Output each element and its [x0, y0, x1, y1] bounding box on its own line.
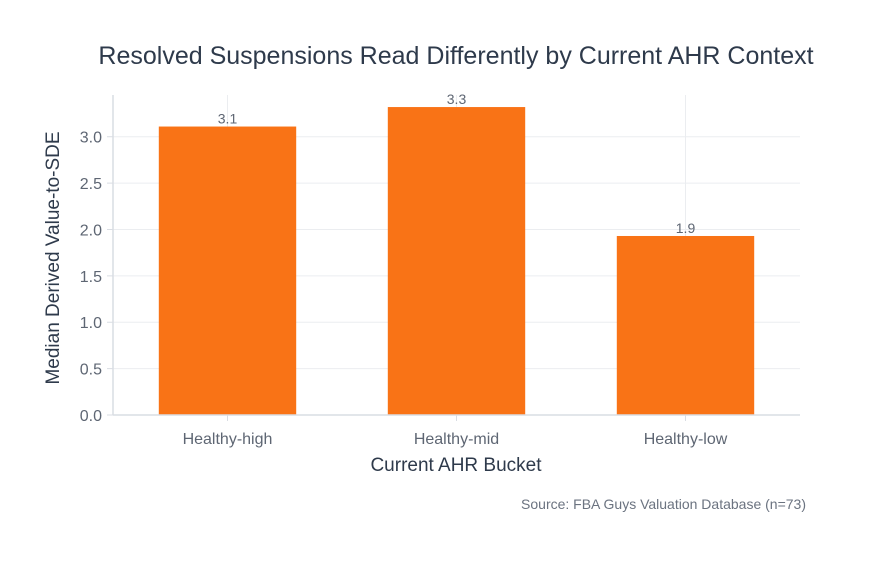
- x-tick-label: Healthy-mid: [414, 431, 499, 448]
- axes: [107, 95, 800, 421]
- x-tick-label: Healthy-low: [644, 431, 728, 448]
- y-tick-label: 1.0: [80, 315, 102, 332]
- y-tick-label: 2.5: [80, 176, 102, 193]
- bar-healthy-low: [616, 235, 755, 415]
- y-tick-label: 1.5: [80, 269, 102, 286]
- y-tick-label: 0.0: [80, 408, 102, 425]
- y-tick-label: 0.5: [80, 362, 102, 379]
- bar-healthy-mid: [387, 107, 526, 415]
- y-axis-title: Median Derived Value-to-SDE: [43, 131, 64, 384]
- bar-value-label: 3.1: [218, 111, 238, 127]
- source-note: Source: FBA Guys Valuation Database (n=7…: [521, 496, 806, 512]
- bar-healthy-high: [158, 126, 297, 416]
- bar-value-label: 3.3: [447, 91, 467, 107]
- y-tick-label: 3.0: [80, 130, 102, 147]
- bar-value-label: 1.9: [676, 220, 696, 236]
- labels: 0.0 0.5 1.0 1.5 2.0 2.5 3.0 3.1 Healthy-high 3.3 H…: [80, 91, 728, 448]
- y-tick-label: 2.0: [80, 222, 102, 239]
- x-tick-label: Healthy-high: [183, 431, 273, 448]
- x-axis-title: Current AHR Bucket: [370, 455, 542, 476]
- bars: [158, 107, 755, 416]
- chart-title: Resolved Suspensions Read Differently by…: [98, 42, 813, 70]
